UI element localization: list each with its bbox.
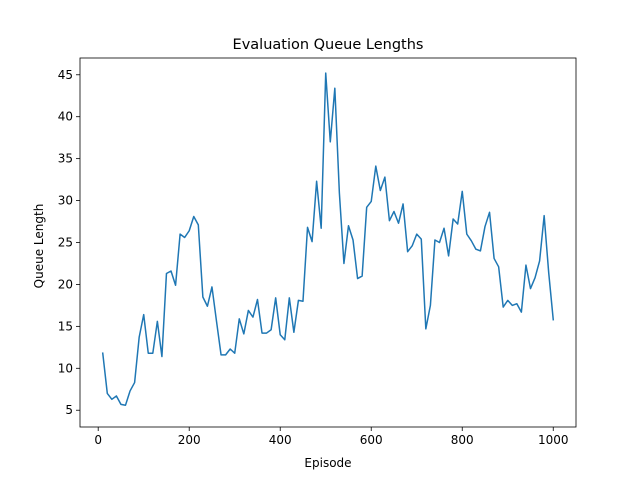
x-tick-label: 400 [269, 433, 292, 447]
y-tick-label: 5 [65, 403, 73, 417]
chart-title: Evaluation Queue Lengths [233, 37, 424, 53]
y-tick-label: 10 [58, 361, 73, 375]
y-tick-label: 40 [58, 110, 73, 124]
x-tick-label: 0 [94, 433, 102, 447]
series-line-0 [101, 72, 555, 406]
y-tick-label: 30 [58, 194, 73, 208]
y-tick-label: 35 [58, 152, 73, 166]
y-tick-label: 20 [58, 277, 73, 291]
x-axis-label: Episode [304, 456, 351, 470]
x-tick-label: 600 [360, 433, 383, 447]
y-axis-label: Queue Length [32, 204, 46, 289]
y-tick-label: 45 [58, 68, 73, 82]
y-tick-label: 25 [58, 236, 73, 250]
x-tick-label: 800 [451, 433, 474, 447]
y-tick-label: 15 [58, 319, 73, 333]
x-tick-label: 200 [178, 433, 201, 447]
x-tick-label: 1000 [538, 433, 569, 447]
plot-area: 0 200 400 600 800 1000 5 10 15 20 25 30 35 40 45 [58, 57, 577, 447]
